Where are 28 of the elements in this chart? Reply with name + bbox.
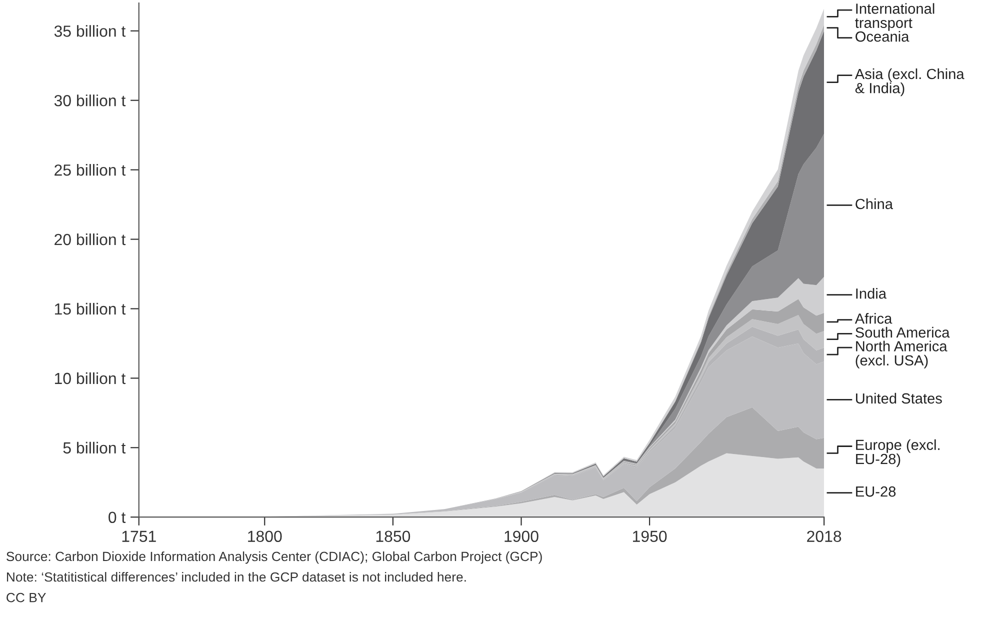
- y-tick-label: 15 billion t: [54, 302, 126, 315]
- x-tick-label: 1900: [504, 530, 538, 542]
- text: Note: ‘Statitistical differences’ included in the GCP dataset is not included here.: [6, 572, 466, 582]
- y-tick-label: 20 billion t: [54, 233, 126, 246]
- text: International transport: [855, 3, 934, 31]
- y-tick-label: 5 billion t: [63, 442, 126, 454]
- text: Africa: [854, 313, 892, 324]
- text: North America (excl. USA): [856, 340, 948, 368]
- x-tick-label: 1800: [248, 530, 282, 542]
- text: United States: [856, 392, 942, 404]
- text: Europe (excl. EU-28): [856, 439, 940, 468]
- text: Asia (excl. China & India): [854, 68, 964, 96]
- text: CC BY: [6, 592, 46, 602]
- text: EU-28: [856, 486, 896, 497]
- source-note: Source: Carbon Dioxide Information Analysis Center (CDIAC); Global Carbon Project (GCP): [6, 551, 542, 564]
- y-tick-label: 30 billion t: [54, 94, 126, 106]
- x-tick-label: 1751: [122, 530, 156, 542]
- y-tick-label: 10 billion t: [54, 372, 126, 384]
- y-tick-label: 0 t: [108, 512, 126, 524]
- text: South America: [856, 326, 950, 338]
- y-tick-label: 35 billion t: [54, 25, 126, 37]
- x-tick-label: 2018: [807, 530, 842, 542]
- text: India: [856, 288, 887, 299]
- text: Oceania: [856, 31, 910, 42]
- y-tick-label: 25 billion t: [54, 164, 126, 176]
- x-tick-label: 1950: [633, 530, 667, 542]
- text: China: [856, 198, 893, 210]
- x-tick-label: 1850: [376, 530, 410, 542]
